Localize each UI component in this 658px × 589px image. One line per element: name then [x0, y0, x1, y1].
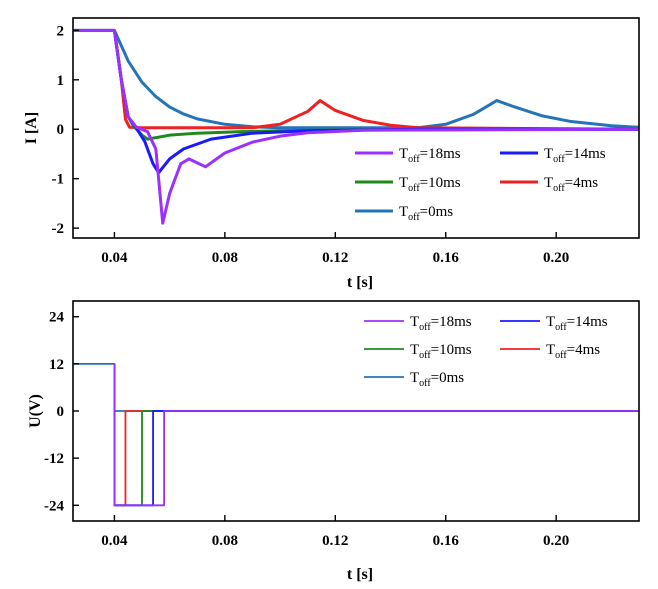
current-legend-label: Toff=10ms — [399, 175, 461, 194]
current-legend: Toff=18ms Toff=14ms Toff=10ms Toff=4ms Toff=… — [355, 146, 606, 223]
current-x-tick-label: 0.08 — [212, 250, 238, 266]
voltage-legend-label: Toff=4ms — [546, 342, 600, 361]
current-y-tick-label: 2 — [57, 23, 65, 39]
current-x-tick-label: 0.16 — [433, 250, 460, 266]
voltage-legend-entry-Toff10: Toff=10ms — [364, 342, 472, 361]
current-x-tick-label: 0.20 — [543, 250, 569, 266]
voltage-legend-entry-Toff0: Toff=0ms — [364, 370, 464, 389]
current-legend-label: Toff=0ms — [399, 204, 453, 223]
voltage-x-tick-label: 0.08 — [212, 533, 238, 549]
voltage-y-tick-label: -24 — [44, 498, 64, 514]
voltage-legend-label: Toff=18ms — [410, 314, 472, 333]
voltage-x-tick-label: 0.04 — [101, 533, 128, 549]
current-series-layer — [73, 28, 639, 225]
voltage-panel: 0.04 0.08 0.12 0.16 0.20 24 12 0 -12 -24 t [s] U(… — [27, 300, 640, 583]
current-legend-entry-Toff10: Toff=10ms — [355, 175, 461, 194]
current-y-tick-label: -1 — [52, 172, 65, 188]
voltage-legend-label: Toff=14ms — [546, 314, 608, 333]
current-ticks: 0.04 0.08 0.12 0.16 0.20 2 1 0 -1 -2 — [52, 23, 570, 266]
current-x-tick-label: 0.04 — [101, 250, 128, 266]
current-legend-label: Toff=14ms — [544, 146, 606, 165]
voltage-x-tick-label: 0.16 — [433, 533, 460, 549]
current-y-axis-label: I [A] — [23, 112, 40, 144]
voltage-x-tick-label: 0.20 — [543, 533, 569, 549]
voltage-ticks: 0.04 0.08 0.12 0.16 0.20 24 12 0 -12 -24 — [44, 310, 569, 549]
voltage-series-Toff14 — [113, 363, 639, 507]
current-x-axis-label: t [s] — [347, 274, 373, 291]
voltage-series-Toff10 — [113, 363, 639, 507]
current-x-tick-label: 0.12 — [322, 250, 348, 266]
voltage-legend-entry-Toff18: Toff=18ms — [364, 314, 472, 333]
current-y-tick-label: 0 — [57, 122, 65, 138]
voltage-series-Toff4 — [113, 363, 639, 507]
current-legend-entry-Toff14: Toff=14ms — [500, 146, 606, 165]
current-legend-label: Toff=18ms — [399, 146, 461, 165]
current-series-Toff0 — [73, 28, 639, 130]
current-series-Toff14 — [112, 30, 639, 175]
voltage-x-axis-label: t [s] — [347, 566, 373, 583]
voltage-y-tick-label: 0 — [57, 404, 65, 420]
voltage-series-Toff0 — [73, 362, 639, 412]
voltage-x-tick-label: 0.12 — [322, 533, 348, 549]
voltage-legend-label: Toff=10ms — [410, 342, 472, 361]
current-legend-entry-Toff18: Toff=18ms — [355, 146, 461, 165]
voltage-y-tick-label: 12 — [49, 357, 64, 373]
voltage-y-axis-label: U(V) — [27, 394, 44, 428]
current-series-Toff4 — [112, 30, 639, 131]
voltage-legend-entry-Toff4: Toff=4ms — [500, 342, 600, 361]
current-legend-entry-Toff0: Toff=0ms — [355, 204, 453, 223]
voltage-series-Toff18 — [113, 363, 639, 507]
voltage-y-tick-label: -12 — [44, 451, 64, 467]
voltage-legend-entry-Toff14: Toff=14ms — [500, 314, 608, 333]
current-series-Toff18 — [73, 28, 639, 225]
current-plot-frame — [72, 17, 640, 239]
current-legend-label: Toff=4ms — [544, 175, 598, 194]
voltage-series-layer — [73, 362, 639, 507]
voltage-y-tick-label: 24 — [49, 310, 65, 326]
current-y-tick-label: 1 — [57, 73, 65, 89]
current-legend-entry-Toff4: Toff=4ms — [500, 175, 598, 194]
voltage-legend: Toff=18ms Toff=14ms Toff=10ms Toff=4ms Toff=… — [364, 314, 608, 389]
current-y-tick-label: -2 — [52, 221, 65, 237]
voltage-legend-label: Toff=0ms — [410, 370, 464, 389]
